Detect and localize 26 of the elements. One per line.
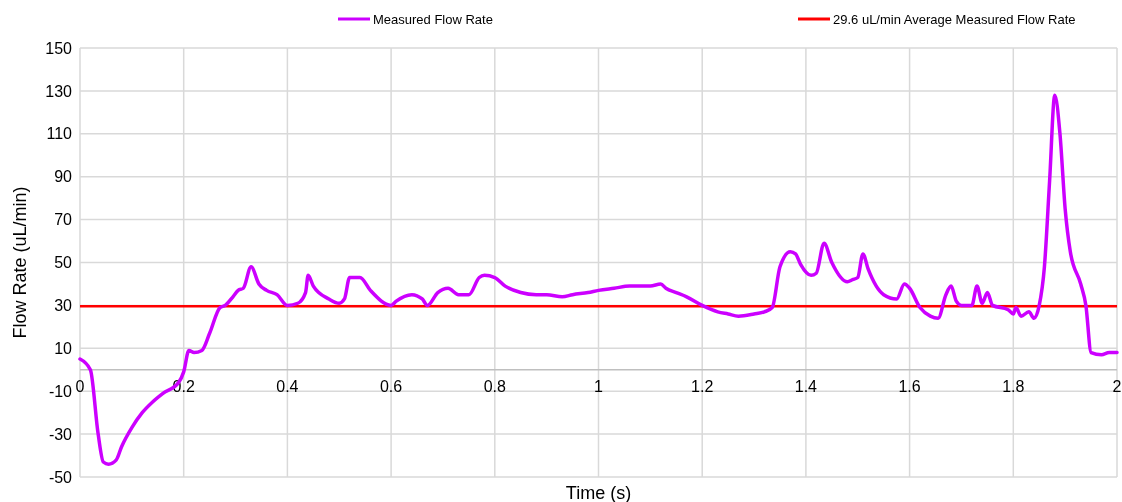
- x-tick-label: 0: [75, 377, 85, 395]
- y-tick-label: 30: [54, 297, 73, 314]
- y-tick-label: 70: [54, 211, 73, 229]
- x-tick-label: 1: [594, 377, 604, 395]
- x-tick-label: 0.6: [379, 377, 403, 395]
- x-tick-label: 2: [1112, 377, 1122, 395]
- x-tick-label: 0.8: [483, 377, 507, 395]
- legend-label: Measured Flow Rate: [373, 11, 493, 27]
- y-axis-title: Flow Rate (uL/min): [10, 186, 30, 339]
- x-tick-label: 1.2: [691, 377, 714, 395]
- y-tick-label: 50: [54, 254, 73, 272]
- y-tick-label: 130: [45, 82, 73, 100]
- y-tick-label: -30: [48, 425, 73, 443]
- x-tick-label: 0.4: [276, 377, 299, 395]
- y-tick-label: 110: [46, 125, 73, 143]
- legend-label: 29.6 uL/min Average Measured Flow Rate: [833, 11, 1076, 27]
- line-series: [78, 93, 1119, 466]
- y-tick-label: -50: [48, 468, 73, 486]
- y-tick-label: 150: [45, 39, 73, 57]
- y-tick-label: 90: [54, 168, 73, 186]
- y-tick-label: -10: [48, 382, 73, 400]
- y-tick-label: 10: [54, 339, 73, 357]
- x-tick-label: 1.6: [898, 377, 921, 395]
- x-tick-label: 1.8: [1002, 377, 1025, 395]
- x-tick-label: 1.4: [794, 377, 818, 395]
- x-axis-title: Time (s): [565, 483, 632, 502]
